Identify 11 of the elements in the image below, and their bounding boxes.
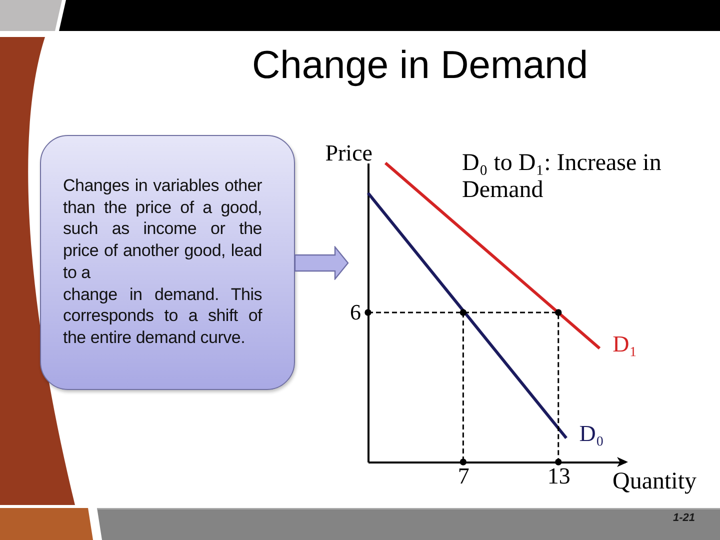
series-label: D₁ [612,331,638,356]
y-axis-title: Price [325,140,372,166]
annotation: 6 [350,300,361,324]
annotation: D₀ to D₁: Increase in Demand [462,150,662,204]
x-tick-label: 13 [547,464,570,488]
x-axis-title: Quantity [612,468,696,494]
text: Changes in variables other than the price of a good, such as income or the price of another good, lead to a change in demand. This corresponds to a shift of the entire demand curve. [63,175,262,349]
x-tick-label: 7 [458,464,470,488]
series-label: D₀ [579,421,604,446]
text: 1-21 [672,511,695,525]
chart-title: Change in Demand [250,44,590,88]
